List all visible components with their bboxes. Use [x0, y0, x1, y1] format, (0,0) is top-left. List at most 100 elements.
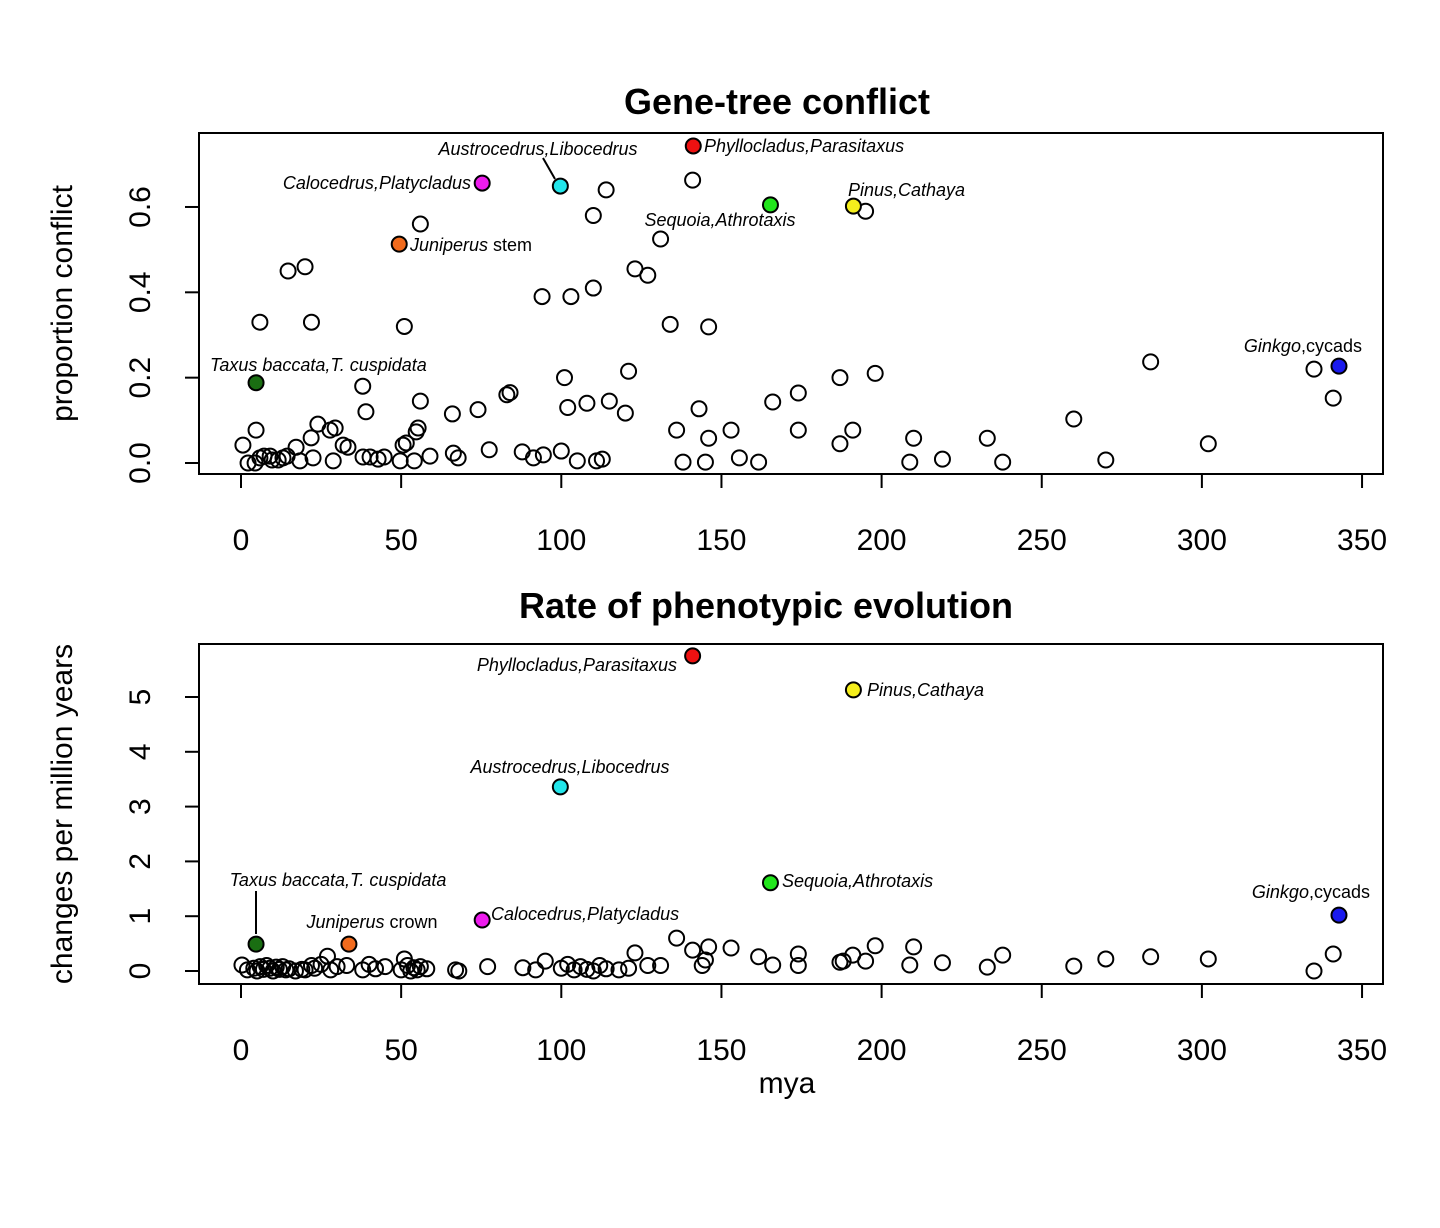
data-point — [684, 171, 702, 189]
data-point — [248, 962, 266, 980]
data-point — [789, 957, 807, 975]
x-tick-label: 150 — [696, 524, 746, 557]
data-point — [1065, 410, 1083, 428]
data-point — [866, 364, 884, 382]
data-point — [1065, 957, 1083, 975]
data-point — [443, 405, 461, 423]
data-point — [328, 958, 346, 976]
data-point — [395, 317, 413, 335]
data-point — [600, 392, 618, 410]
x-tick-label: 50 — [384, 524, 417, 557]
label-part: Phyllocladus,Parasitaxus — [704, 136, 904, 156]
data-point — [324, 452, 342, 470]
data-point — [367, 960, 385, 978]
label-part: Austrocedrus,Libocedrus — [437, 139, 637, 159]
point-label-taxus: Taxus baccata,T. cuspidata — [210, 355, 427, 375]
data-point — [562, 288, 580, 306]
data-point — [639, 957, 657, 975]
highlighted-point-phyllocladus — [684, 137, 702, 155]
data-point — [700, 938, 718, 956]
x-tick-label: 350 — [1337, 524, 1387, 557]
highlighted-point-pinus — [844, 197, 862, 215]
label-part: ,cycads — [1301, 336, 1362, 356]
point-label-taxus: Taxus baccata,T. cuspidata — [230, 870, 447, 890]
data-point — [764, 393, 782, 411]
chart-title: Gene-tree conflict — [624, 81, 930, 122]
x-tick-label: 250 — [1017, 1034, 1067, 1067]
data-point — [376, 958, 394, 976]
data-point — [469, 401, 487, 419]
data-point — [700, 318, 718, 336]
data-point — [326, 419, 344, 437]
data-point — [449, 449, 467, 467]
point-label-phyllocladus: Phyllocladus,Parasitaxus — [704, 136, 904, 156]
x-tick-label: 200 — [857, 524, 907, 557]
data-point — [668, 421, 686, 439]
point-label-ginkgo: Ginkgo,cycads — [1244, 336, 1362, 356]
data-point — [411, 392, 429, 410]
data-point — [684, 941, 702, 959]
data-point — [578, 394, 596, 412]
y-tick-label: 0.6 — [124, 186, 157, 228]
data-point — [789, 421, 807, 439]
data-point — [302, 957, 320, 975]
point-label-austrocedrus: Austrocedrus,Libocedrus — [437, 139, 637, 159]
x-tick-label: 150 — [696, 1034, 746, 1067]
data-point — [501, 384, 519, 402]
x-tick-label: 0 — [233, 1034, 250, 1067]
data-point — [789, 384, 807, 402]
label-part: Pinus,Cathaya — [848, 180, 965, 200]
data-point — [286, 962, 304, 980]
data-point — [302, 313, 320, 331]
data-point — [304, 449, 322, 467]
data-point — [357, 403, 375, 421]
plot-frame — [198, 643, 1384, 985]
point-label-calocedrus: Calocedrus,Platycladus — [283, 173, 471, 193]
data-point — [312, 955, 330, 973]
data-point — [405, 452, 423, 470]
x-tick-label: 200 — [857, 1034, 907, 1067]
data-point — [668, 929, 686, 947]
data-point — [536, 952, 554, 970]
highlighted-point-calocedrus — [473, 174, 491, 192]
data-point — [620, 959, 638, 977]
x-axis-label: mya — [759, 1067, 816, 1100]
data-point — [844, 421, 862, 439]
data-point — [1097, 451, 1115, 469]
point-label-calocedrus: Calocedrus,Platycladus — [491, 904, 679, 924]
data-point — [584, 207, 602, 225]
y-tick-label: 3 — [124, 798, 157, 815]
y-axis-label: proportion conflict — [46, 184, 79, 421]
x-tick-label: 100 — [536, 1034, 586, 1067]
data-point — [251, 313, 269, 331]
data-point — [1199, 950, 1217, 968]
data-point — [524, 449, 542, 467]
highlighted-point-pinus — [844, 681, 862, 699]
point-label-sequoia: Sequoia,Athrotaxis — [782, 871, 933, 891]
data-point — [834, 952, 852, 970]
x-tick-label: 100 — [536, 524, 586, 557]
x-tick-label: 350 — [1337, 1034, 1387, 1067]
data-point — [270, 960, 288, 978]
y-tick-label: 5 — [124, 689, 157, 706]
data-point — [933, 450, 951, 468]
highlighted-point-taxus — [247, 935, 265, 953]
data-point — [302, 429, 320, 447]
leader-line — [542, 157, 556, 180]
point-label-sequoia: Sequoia,Athrotaxis — [644, 210, 795, 230]
data-point — [450, 962, 468, 980]
data-point — [534, 446, 552, 464]
data-point — [620, 362, 638, 380]
data-point — [593, 450, 611, 468]
data-point — [408, 961, 426, 979]
data-point — [498, 386, 516, 404]
data-point — [411, 215, 429, 233]
data-point — [254, 960, 272, 978]
data-point — [552, 442, 570, 460]
data-point — [722, 421, 740, 439]
data-point — [418, 960, 436, 978]
data-point — [527, 961, 545, 979]
data-point — [1324, 945, 1342, 963]
data-point — [291, 452, 309, 470]
